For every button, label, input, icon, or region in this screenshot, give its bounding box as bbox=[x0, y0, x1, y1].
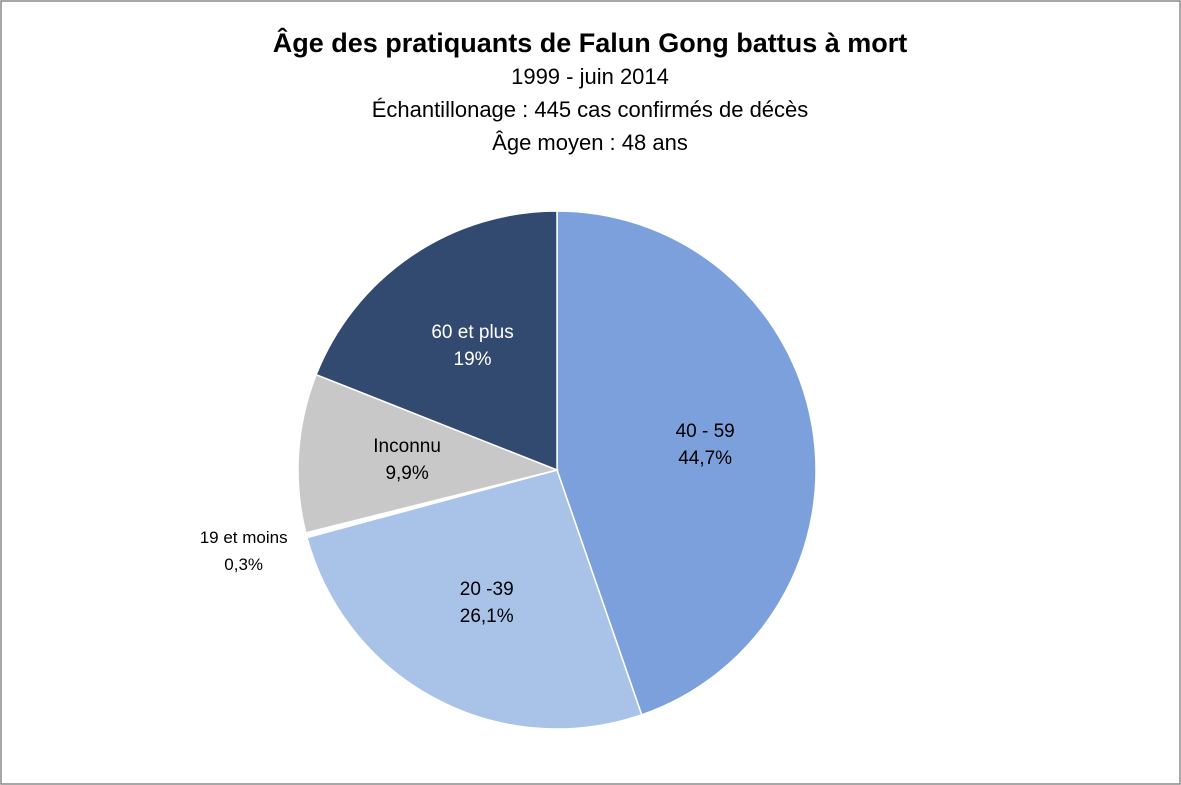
slice-value-label: 19% bbox=[454, 349, 492, 370]
chart-subtitle: Âge moyen : 48 ans bbox=[492, 130, 688, 155]
pie-slice bbox=[297, 373, 560, 534]
slice-value-label: 26,1% bbox=[460, 606, 514, 627]
slice-label: 60 et plus bbox=[431, 322, 513, 343]
pie-slice bbox=[315, 210, 558, 472]
slice-value-label: 44,7% bbox=[678, 448, 732, 469]
slice-label: 40 - 59 bbox=[676, 421, 735, 442]
slice-value-label: 0,3% bbox=[224, 555, 263, 574]
slice-label: Inconnu bbox=[373, 436, 441, 457]
chart-subtitle: Échantillonage : 445 cas confirmés de dé… bbox=[372, 97, 809, 122]
pie-slice bbox=[306, 469, 643, 730]
pie-slice bbox=[556, 210, 817, 716]
slice-label: 20 -39 bbox=[460, 579, 514, 600]
chart-subtitle: 1999 - juin 2014 bbox=[511, 64, 669, 89]
slice-label: 19 et moins bbox=[200, 528, 288, 547]
chart-title: Âge des pratiquants de Falun Gong battus… bbox=[273, 27, 908, 58]
slice-value-label: 9,9% bbox=[385, 463, 428, 484]
